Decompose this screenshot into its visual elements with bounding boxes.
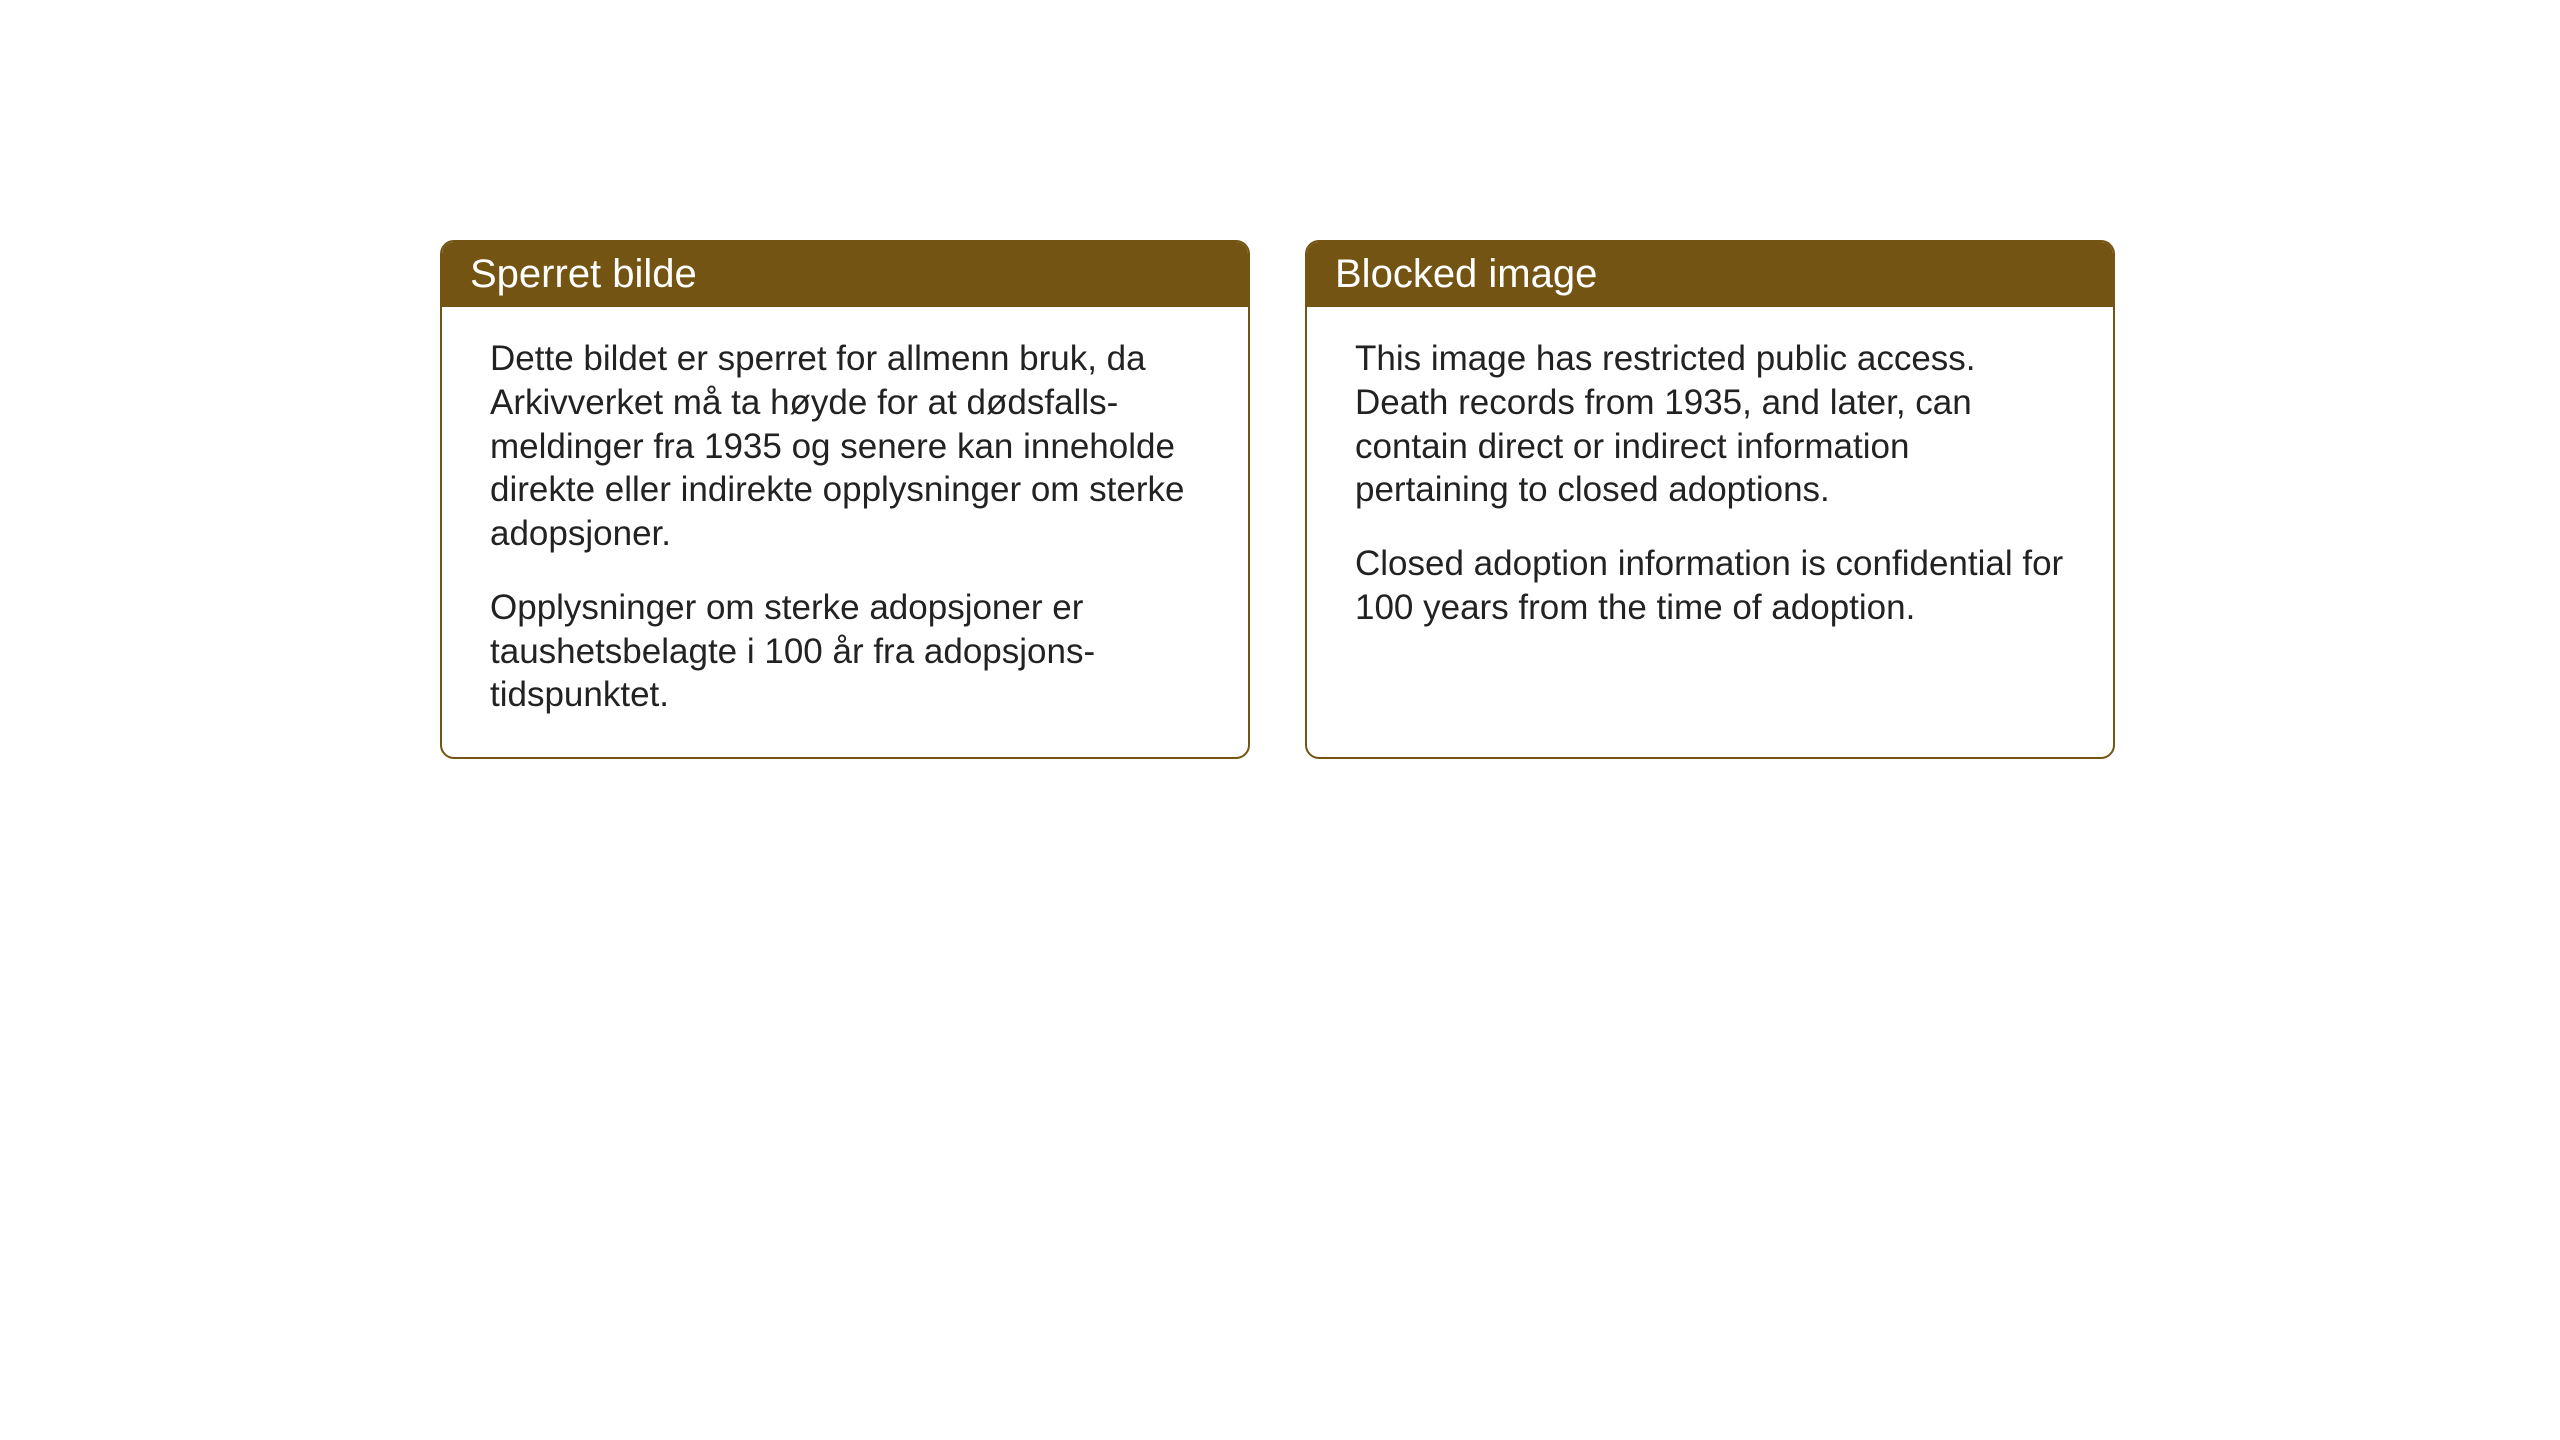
cards-container: Sperret bilde Dette bildet er sperret fo… [440, 240, 2115, 759]
english-card: Blocked image This image has restricted … [1305, 240, 2115, 759]
norwegian-paragraph-1: Dette bildet er sperret for allmenn bruk… [490, 337, 1200, 556]
norwegian-paragraph-2: Opplysninger om sterke adopsjoner er tau… [490, 586, 1200, 717]
english-paragraph-2: Closed adoption information is confident… [1355, 542, 2065, 630]
norwegian-card-title: Sperret bilde [442, 242, 1248, 307]
english-card-title: Blocked image [1307, 242, 2113, 307]
english-card-body: This image has restricted public access.… [1307, 307, 2113, 747]
norwegian-card: Sperret bilde Dette bildet er sperret fo… [440, 240, 1250, 759]
norwegian-card-body: Dette bildet er sperret for allmenn bruk… [442, 307, 1248, 757]
english-paragraph-1: This image has restricted public access.… [1355, 337, 2065, 512]
